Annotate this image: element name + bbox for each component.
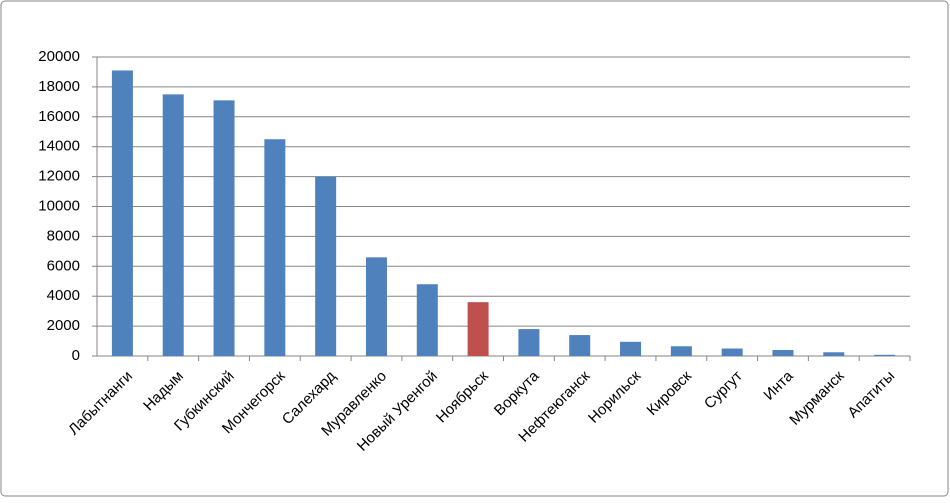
bar <box>620 341 642 356</box>
bar <box>213 100 235 356</box>
y-tick-label: 18000 <box>38 78 80 95</box>
y-tick-label: 12000 <box>38 168 80 185</box>
y-tick-label: 10000 <box>38 197 80 214</box>
y-tick-label: 14000 <box>38 138 80 155</box>
bar <box>162 94 184 356</box>
bar <box>264 139 286 356</box>
y-tick-label: 0 <box>72 347 80 364</box>
bar <box>874 354 896 356</box>
y-tick-label: 6000 <box>47 257 80 274</box>
bar <box>518 329 540 356</box>
bar <box>721 348 743 356</box>
bar <box>315 176 337 356</box>
y-tick-label: 4000 <box>47 287 80 304</box>
bar <box>670 346 692 356</box>
y-tick-label: 16000 <box>38 108 80 125</box>
y-tick-label: 20000 <box>38 48 80 65</box>
bar <box>823 352 845 356</box>
y-tick-label: 8000 <box>47 227 80 244</box>
bar <box>416 284 438 356</box>
bar <box>569 335 591 356</box>
y-tick-label: 2000 <box>47 317 80 334</box>
bar <box>467 302 489 356</box>
bar <box>772 350 794 356</box>
bar <box>365 257 387 356</box>
bar <box>111 70 133 356</box>
